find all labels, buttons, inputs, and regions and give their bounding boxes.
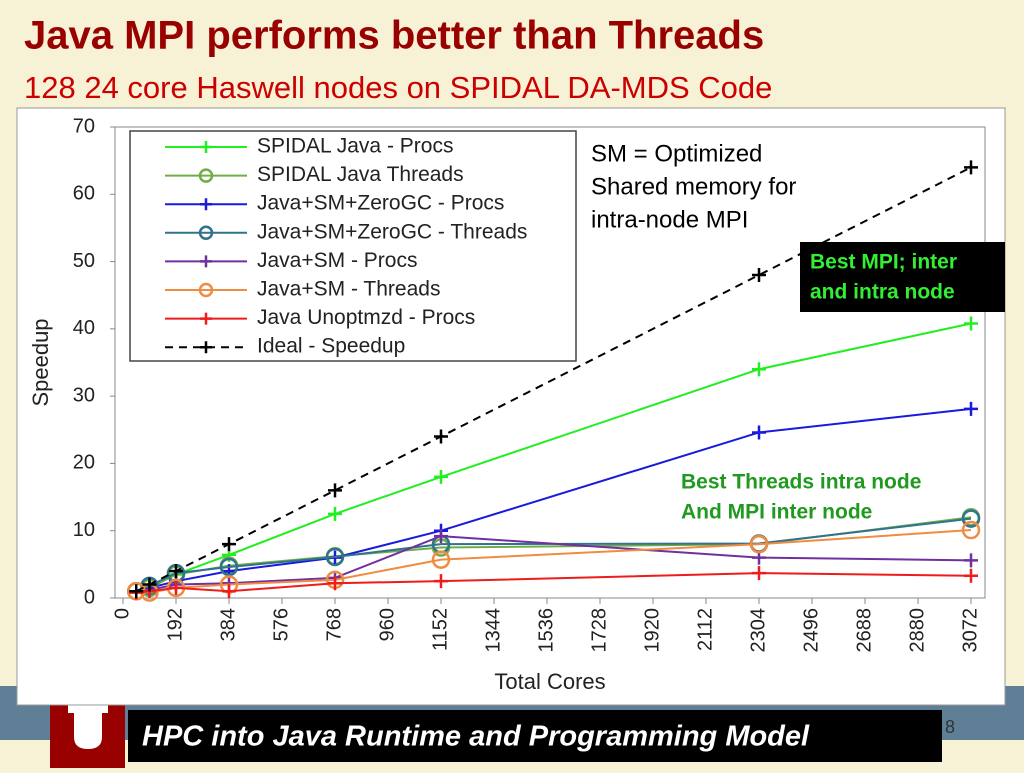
slide-subtitle: 128 24 core Haswell nodes on SPIDAL DA-M… — [24, 70, 772, 105]
data-point — [169, 580, 183, 595]
x-tick-label: 1536 — [535, 608, 557, 653]
slide-title: Java MPI performs better than Threads — [24, 14, 764, 58]
x-axis-label: Total Cores — [494, 669, 605, 694]
data-point — [219, 557, 239, 577]
data-point — [328, 483, 342, 498]
annotation: intra-node MPI — [591, 206, 748, 233]
legend-label: Java Unoptmzd - Procs — [257, 306, 475, 329]
y-tick-label: 30 — [73, 384, 95, 406]
annotation: SM = Optimized — [591, 140, 762, 167]
data-point — [328, 576, 342, 591]
y-tick-label: 60 — [73, 183, 95, 205]
data-point — [434, 469, 448, 484]
legend-marker — [198, 168, 214, 183]
y-tick-label: 20 — [73, 452, 95, 474]
annotation-box — [800, 242, 1005, 312]
x-tick-label: 2112 — [694, 608, 716, 651]
annotation: Shared memory for — [591, 173, 796, 200]
data-point — [325, 547, 345, 567]
x-tick-label: 1728 — [588, 608, 610, 653]
page-number: 8 — [945, 717, 955, 737]
annotation: and intra node — [810, 281, 955, 304]
series-line — [135, 166, 972, 593]
logo — [68, 705, 108, 749]
data-point — [434, 574, 448, 589]
data-point — [129, 584, 144, 599]
x-tick-label: 1344 — [482, 608, 504, 653]
legend-label: Java+SM+ZeroGC - Procs — [257, 192, 504, 215]
x-tick-label: 3072 — [959, 608, 981, 653]
x-tick-label: 192 — [164, 608, 186, 641]
data-point — [752, 566, 766, 581]
annotation: Best Threads intra node — [681, 471, 921, 494]
data-point — [142, 577, 157, 592]
data-point — [964, 553, 978, 568]
y-tick-label: 70 — [73, 115, 95, 137]
x-tick-label: 2688 — [853, 608, 875, 653]
x-tick-label: 2496 — [800, 608, 822, 653]
y-tick-label: 50 — [73, 250, 95, 272]
y-tick-label: 40 — [73, 317, 95, 339]
data-point — [328, 506, 342, 521]
x-tick-label: 768 — [323, 608, 345, 641]
legend-label: SPIDAL Java Threads — [257, 163, 464, 186]
annotation: And MPI inter node — [681, 501, 872, 524]
data-point — [431, 550, 451, 569]
data-point — [169, 564, 183, 579]
data-point — [961, 520, 981, 540]
chart: 0 10 20 30 40 50 60 70 0 192 384 576 768 960 1152 1344 1… — [28, 115, 1005, 694]
legend-marker — [200, 312, 212, 325]
x-tick-label: 576 — [270, 608, 292, 641]
data-point — [964, 568, 978, 583]
legend-label: Java+SM - Threads — [257, 278, 440, 301]
y-tick-label: 10 — [73, 519, 95, 541]
y-axis-label: Speedup — [28, 318, 53, 406]
annotation: Best MPI; inter — [810, 251, 957, 274]
data-point — [752, 268, 766, 283]
y-tick-label: 0 — [84, 586, 95, 608]
data-point — [752, 362, 766, 377]
x-tick-label: 0 — [111, 608, 133, 619]
data-point — [964, 316, 978, 331]
x-tick-label: 1152 — [429, 608, 451, 651]
plot-area — [114, 126, 986, 599]
x-tick-label: 384 — [217, 608, 239, 641]
x-tick-label: 960 — [376, 608, 398, 641]
data-point — [434, 429, 448, 444]
legend-marker — [200, 341, 212, 354]
legend-label: Java+SM+ZeroGC - Threads — [257, 220, 527, 243]
legend-marker — [200, 255, 212, 268]
legend-label: Java+SM - Procs — [257, 249, 417, 272]
footer-box — [128, 710, 942, 762]
data-point — [964, 160, 978, 175]
legend-label: Ideal - Speedup — [257, 335, 405, 358]
legend-marker — [200, 141, 212, 153]
legend-marker — [200, 198, 212, 211]
x-tick-label: 1920 — [641, 608, 663, 653]
legend-label: SPIDAL Java - Procs — [257, 135, 453, 158]
data-point — [434, 529, 448, 544]
data-point — [749, 534, 769, 554]
data-point — [222, 584, 236, 599]
data-point — [222, 537, 236, 552]
data-point — [964, 401, 978, 416]
data-point — [752, 425, 766, 440]
x-tick-label: 2880 — [906, 608, 928, 653]
legend-marker — [198, 225, 214, 241]
legend-marker — [198, 282, 214, 298]
footer-text: HPC into Java Runtime and Programming Mo… — [142, 721, 810, 753]
data-point — [961, 509, 981, 528]
x-tick-label: 2304 — [747, 608, 769, 653]
